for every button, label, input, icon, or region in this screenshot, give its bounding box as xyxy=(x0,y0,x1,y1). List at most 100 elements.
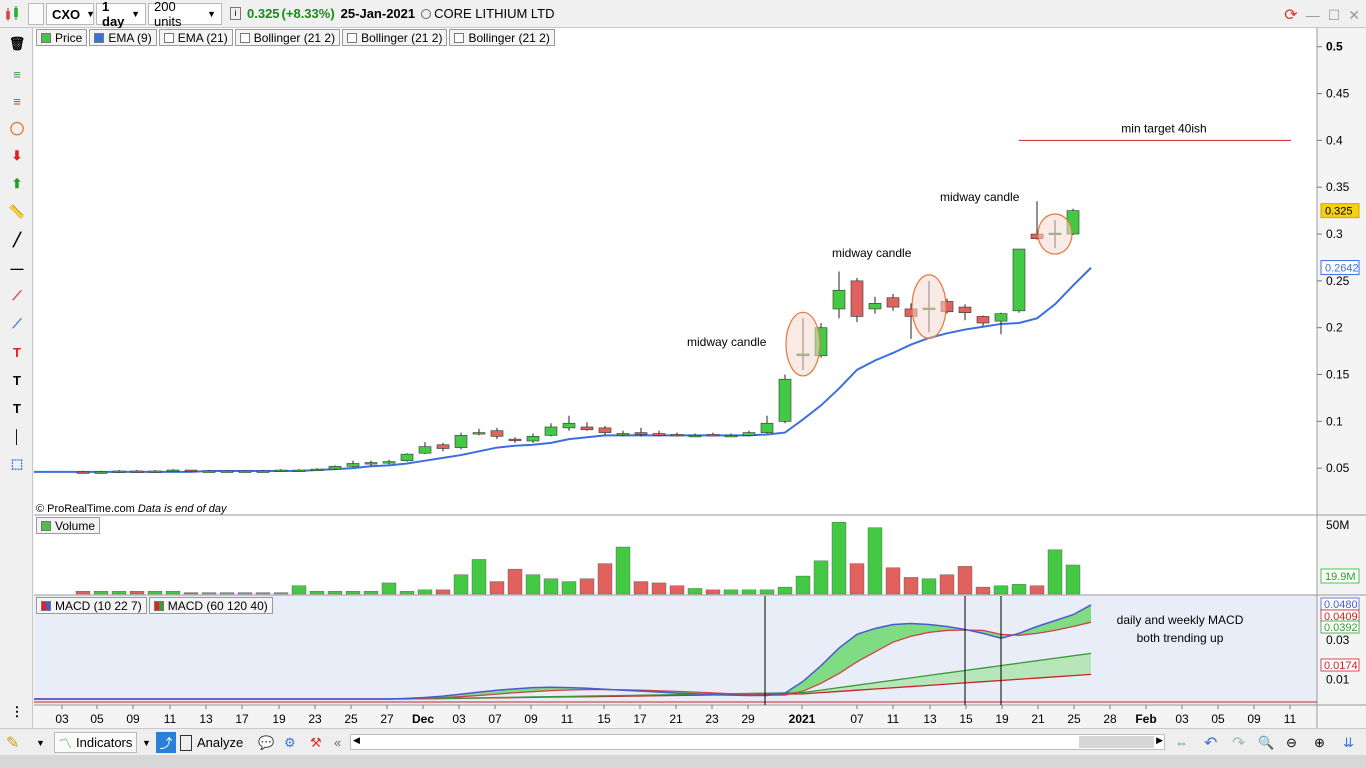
rectangle-select-icon[interactable]: ⬚ xyxy=(10,456,24,471)
legend-item[interactable]: MACD (60 120 40) xyxy=(148,597,273,614)
channel-icon[interactable]: ⟋ xyxy=(12,316,22,331)
price-marker-label: 0.2642 xyxy=(1325,263,1359,275)
more-tools-icon[interactable]: ⋮ xyxy=(10,704,24,719)
price-tick-label: 0.2 xyxy=(1326,321,1343,335)
candle-body xyxy=(688,435,702,438)
share-icon[interactable]: ⤴ xyxy=(156,732,176,753)
candle-body xyxy=(130,470,144,473)
chart-area[interactable]: 0.05 0.1 0.15 0.2 0.25 0.3 0.35 0.4 0.45 0.5 0.325… xyxy=(34,28,1366,728)
candle-body xyxy=(184,469,198,472)
legend-item[interactable]: MACD (10 22 7) xyxy=(36,597,147,614)
fib-red-icon[interactable]: ≡ xyxy=(13,93,21,109)
minimize-icon[interactable]: — xyxy=(1305,7,1320,23)
legend-item[interactable]: Bollinger (21 2) xyxy=(342,29,448,46)
ellipse-tool-icon[interactable]: ◯ xyxy=(9,120,25,135)
time-scrollbar[interactable]: ◀ ▶ xyxy=(350,734,1165,750)
zoom-in-icon[interactable]: ⊕ xyxy=(1314,734,1325,750)
hammer-icon[interactable]: ⚒ xyxy=(310,734,322,750)
zoom-fit-icon[interactable]: 🔍 xyxy=(1258,734,1275,750)
volume-bar xyxy=(741,589,757,595)
price-change: (+8.33%) xyxy=(281,6,335,21)
trendline-icon[interactable]: ╱ xyxy=(13,232,21,247)
horizontal-line-icon[interactable]: — xyxy=(10,260,24,276)
maximize-icon[interactable]: ☐ xyxy=(1327,6,1341,23)
legend-checkbox[interactable] xyxy=(163,32,174,43)
volume-bar xyxy=(795,575,811,595)
chevron-down-icon[interactable]: ▼ xyxy=(36,737,45,748)
candlestick-app-icon[interactable] xyxy=(4,5,22,23)
analyze-button[interactable]: Analyze xyxy=(180,732,243,753)
chart-canvas[interactable]: 0.05 0.1 0.15 0.2 0.25 0.3 0.35 0.4 0.45 0.5 0.325… xyxy=(34,28,1366,728)
chevron-down-icon[interactable]: ▼ xyxy=(142,737,151,748)
macd-marker-label: 0.0392 xyxy=(1324,622,1358,634)
info-icon[interactable]: i xyxy=(230,7,241,20)
x-tick-label: 15 xyxy=(597,712,611,726)
x-tick-label: 11 xyxy=(561,712,574,726)
comment-icon[interactable]: 💬 xyxy=(258,734,275,750)
undo-icon[interactable]: ↶ xyxy=(1204,734,1218,752)
x-tick-label: 13 xyxy=(923,712,937,726)
quote-date: 25-Jan-2021 xyxy=(340,6,416,21)
volume-tick-label: 50M xyxy=(1326,518,1349,532)
x-tick-label: 25 xyxy=(344,712,358,726)
indicators-button[interactable]: 〽 Indicators xyxy=(54,732,138,753)
chart-settings-icon[interactable]: ⚙ xyxy=(284,734,296,750)
candle-body xyxy=(832,289,846,310)
fib-green-icon[interactable]: ≡ xyxy=(13,66,21,82)
ruler-icon[interactable]: 📏 xyxy=(8,204,26,219)
text-icon[interactable]: T xyxy=(13,372,21,388)
trash-icon[interactable]: 🗑 xyxy=(8,36,26,51)
timeframe-select[interactable]: 1 day ▼ xyxy=(96,0,146,29)
candle-body xyxy=(526,436,540,442)
candle-body xyxy=(346,463,360,467)
candle-body xyxy=(706,434,720,437)
legend-checkbox[interactable] xyxy=(454,32,465,43)
legend-item[interactable]: EMA (21) xyxy=(158,29,233,46)
segment-icon[interactable]: ⟋ xyxy=(12,288,22,303)
double-chevron-left-icon[interactable]: « xyxy=(334,735,342,750)
down-arrow-icon[interactable]: ⬇ xyxy=(11,148,23,163)
legend-item[interactable]: Price xyxy=(36,29,88,46)
units-select[interactable]: 200 units ▼ xyxy=(148,0,222,29)
up-arrow-icon[interactable]: ⬆ xyxy=(11,176,23,191)
redo-icon[interactable]: ↷ xyxy=(1232,734,1246,752)
volume-bar xyxy=(129,591,145,595)
zoom-out-icon[interactable]: ⊖ xyxy=(1286,734,1297,750)
scroll-end-icon[interactable]: ⇊ xyxy=(1343,734,1354,750)
volume-bar xyxy=(723,589,739,595)
pencil-icon[interactable]: ✎ xyxy=(6,734,20,752)
volume-bar xyxy=(1047,549,1063,595)
x-tick-label: 21 xyxy=(669,712,683,726)
macd-marker-label: 0.0480 xyxy=(1324,599,1358,611)
scroll-right-icon[interactable]: ▶ xyxy=(1156,735,1163,745)
legend-item[interactable]: EMA (9) xyxy=(89,29,157,46)
x-tick-label: 21 xyxy=(1031,712,1045,726)
close-icon[interactable]: ✕ xyxy=(1348,6,1360,23)
macd-marker-label: 0.0409 xyxy=(1324,611,1358,623)
symbol-select[interactable]: CXO ▼ xyxy=(46,3,95,25)
scroll-thumb[interactable] xyxy=(1079,736,1154,748)
volume-bar xyxy=(219,592,235,595)
text-red-icon[interactable]: T xyxy=(13,344,21,360)
legend-checkbox[interactable] xyxy=(239,32,250,43)
candle-body xyxy=(724,435,738,438)
legend-swatch[interactable] xyxy=(41,32,51,43)
legend-volume[interactable]: Volume xyxy=(36,517,101,534)
scroll-left-icon[interactable]: ◀ xyxy=(353,735,360,745)
candle-body xyxy=(760,422,774,433)
legend-item[interactable]: Bollinger (21 2) xyxy=(449,29,555,46)
volume-bar xyxy=(1065,564,1081,595)
zoom-range-icon[interactable]: ⇔ xyxy=(1175,735,1188,750)
sync-icon[interactable]: ⟳ xyxy=(1284,7,1298,24)
candle-body xyxy=(166,469,180,472)
legend-item[interactable]: Bollinger (21 2) xyxy=(234,29,341,46)
legend-swatch[interactable] xyxy=(94,32,105,43)
text-bold-icon[interactable]: T xyxy=(13,400,21,416)
volume-bar xyxy=(759,589,775,595)
volume-bar xyxy=(471,559,487,595)
link-lock-icon[interactable] xyxy=(28,3,44,25)
vertical-line-icon[interactable]: │ xyxy=(12,428,22,444)
legend-checkbox[interactable] xyxy=(347,32,358,43)
volume-bar xyxy=(1029,585,1045,595)
